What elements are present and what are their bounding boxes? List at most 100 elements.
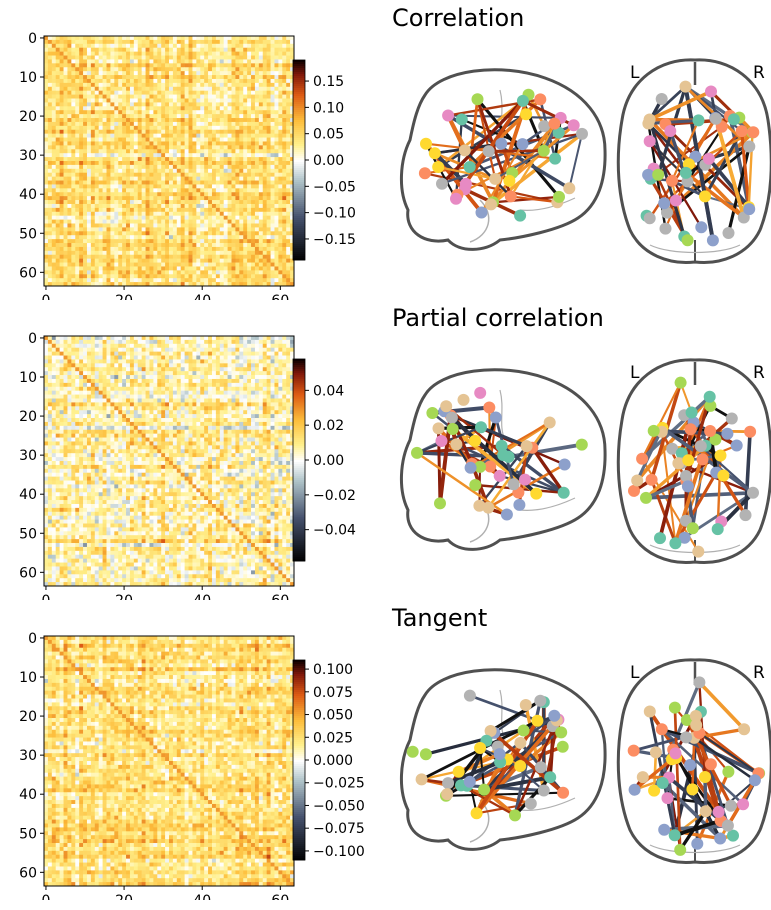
matrix-cell [251, 196, 256, 201]
matrix-cell [51, 363, 57, 368]
matrix-cell [59, 343, 64, 349]
matrix-cell [262, 282, 267, 287]
matrix-cell [102, 67, 107, 72]
matrix-cell [157, 219, 162, 224]
matrix-cell [278, 188, 283, 193]
matrix-cell [59, 367, 64, 372]
matrix-cell [239, 55, 244, 60]
matrix-cell [215, 47, 221, 52]
matrix-cell [196, 36, 201, 41]
matrix-cell [211, 43, 217, 49]
matrix-cell [157, 262, 162, 267]
matrix-cell [79, 149, 84, 154]
matrix-cell [118, 282, 123, 287]
matrix-cell [137, 172, 142, 177]
matrix-cell [286, 82, 291, 88]
matrix-cell [274, 133, 279, 138]
matrix-cell [153, 86, 158, 91]
matrix-cell [200, 200, 205, 205]
matrix-cell [215, 164, 221, 170]
matrix-cell [145, 180, 150, 185]
matrix-cell [262, 176, 267, 181]
matrix-cell [251, 114, 256, 119]
matrix-cell [71, 359, 76, 364]
matrix-cell [215, 367, 221, 372]
matrix-cell [118, 235, 123, 240]
matrix-cell [254, 71, 260, 76]
matrix-cell [59, 137, 64, 142]
matrix-cell [192, 86, 197, 91]
matrix-cell [106, 164, 111, 170]
matrix-cell [98, 153, 103, 158]
matrix-cell [90, 192, 96, 197]
matrix-cell [290, 211, 295, 216]
matrix-cell [157, 94, 162, 99]
matrix-cell [282, 336, 287, 341]
matrix-cell [114, 207, 119, 213]
matrix-cell [94, 227, 99, 232]
matrix-cell [83, 75, 88, 80]
matrix-cell [153, 243, 158, 248]
matrix-cell [161, 121, 166, 127]
matrix-cell [145, 67, 150, 72]
brain-node [475, 206, 488, 219]
matrix-cell [254, 351, 260, 356]
matrix-cell [196, 55, 201, 60]
matrix-cell [208, 176, 213, 181]
matrix-cell [227, 371, 232, 376]
matrix-cell [157, 102, 162, 107]
matrix-cell [188, 118, 193, 123]
matrix-cell [114, 274, 119, 279]
matrix-cell [184, 211, 189, 216]
matrix-cell [55, 82, 60, 88]
matrix-cell [200, 137, 205, 142]
matrix-cell [149, 149, 154, 154]
matrix-cell [184, 219, 189, 224]
matrix-cell [98, 133, 103, 138]
matrix-cell [227, 250, 232, 256]
matrix-cell [188, 351, 193, 356]
matrix-cell [258, 258, 264, 263]
matrix-cell [122, 258, 127, 263]
matrix-cell [47, 114, 53, 119]
matrix-cell [223, 347, 228, 352]
matrix-cell [51, 203, 57, 209]
matrix-cell [161, 71, 166, 76]
matrix-cell [86, 270, 92, 275]
matrix-cell [180, 161, 185, 166]
matrix-cell [247, 82, 252, 88]
matrix-cell [86, 192, 92, 197]
matrix-cell [231, 157, 236, 162]
matrix-cell [63, 36, 68, 41]
matrix-cell [129, 176, 135, 181]
matrix-cell [243, 39, 248, 45]
matrix-cell [200, 102, 205, 107]
matrix-cell [83, 78, 88, 84]
matrix-cell [102, 282, 107, 287]
matrix-cell [258, 106, 264, 111]
matrix-cell [161, 339, 166, 345]
matrix-cell [282, 262, 287, 267]
matrix-cell [55, 67, 60, 72]
matrix-cell [110, 168, 115, 174]
matrix-cell [114, 149, 119, 154]
matrix-cell [223, 227, 228, 232]
matrix-cell [200, 106, 205, 111]
matrix-cell [227, 43, 232, 49]
matrix-cell [235, 258, 240, 263]
matrix-cell [235, 106, 240, 111]
matrix-cell [208, 43, 213, 49]
matrix-cell [141, 98, 146, 103]
matrix-cell [208, 55, 213, 60]
matrix-cell [157, 114, 162, 119]
matrix-cell [274, 145, 279, 150]
matrix-cell [126, 203, 131, 209]
matrix-cell [169, 36, 174, 41]
matrix-cell [243, 188, 248, 193]
matrix-cell [266, 125, 271, 131]
matrix-cell [192, 371, 197, 376]
matrix-cell [106, 43, 111, 49]
matrix-cell [270, 90, 275, 95]
matrix-cell [165, 355, 170, 360]
matrix-cell [266, 102, 271, 107]
